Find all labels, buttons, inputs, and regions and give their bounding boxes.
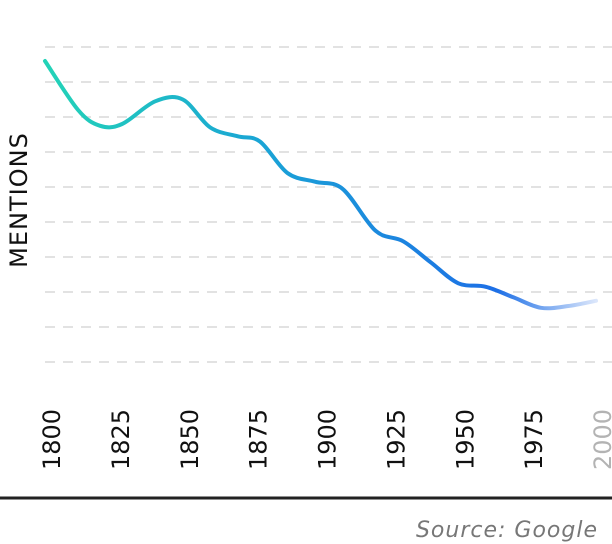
x-tick-label: 1975 — [520, 409, 548, 470]
gridlines — [45, 46, 612, 363]
x-tick-labels: 1800 1825 1850 1875 1900 1925 1950 1975 2000 — [38, 409, 612, 470]
source-caption: Source: Google — [416, 518, 598, 543]
y-axis-label: MENTIONS — [5, 132, 33, 268]
x-tick-label: 1825 — [107, 409, 135, 470]
x-tick-label: 1900 — [314, 409, 342, 470]
x-tick-label: 1850 — [176, 409, 204, 470]
x-tick-label: 1950 — [451, 409, 479, 470]
x-tick-label: 1925 — [382, 409, 410, 470]
x-tick-label: 2000 — [589, 409, 612, 470]
series-group — [43, 59, 598, 311]
x-tick-label: 1800 — [38, 409, 66, 470]
x-tick-label: 1875 — [245, 409, 273, 470]
series-line-0 — [43, 59, 598, 311]
